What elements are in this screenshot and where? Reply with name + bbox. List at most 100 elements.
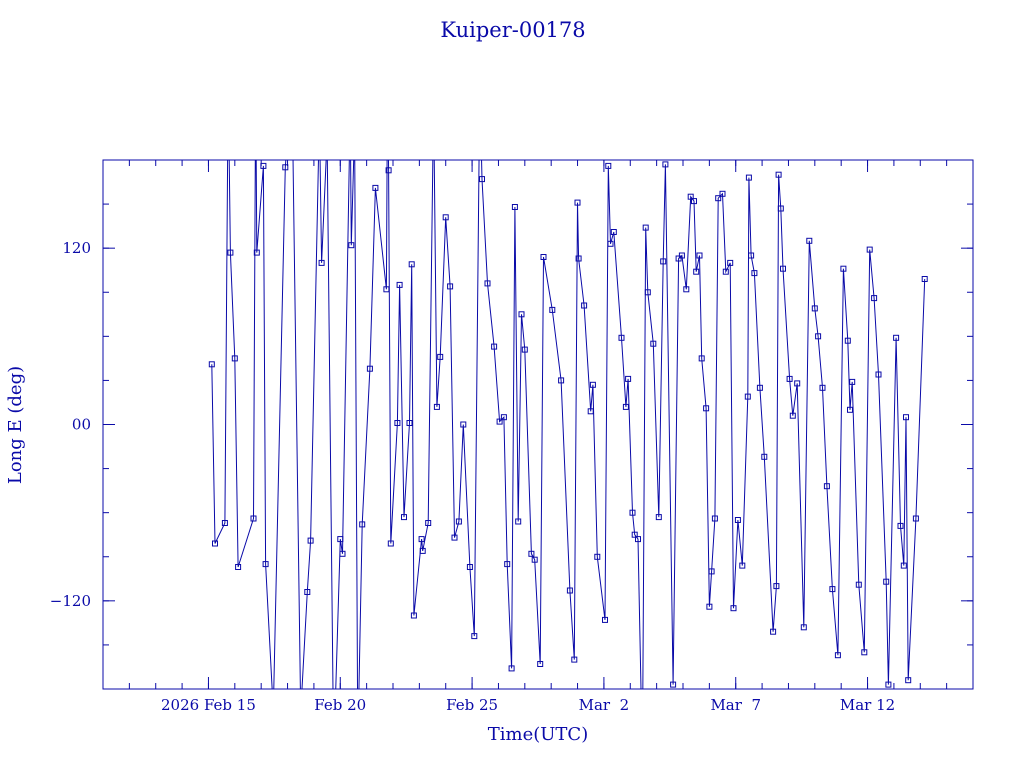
data-point xyxy=(549,306,556,313)
data-point xyxy=(325,136,330,141)
data-point xyxy=(786,375,793,382)
data-point xyxy=(253,77,258,82)
data-point xyxy=(698,355,705,362)
data-point xyxy=(678,252,685,259)
y-axis-label: Long E (deg) xyxy=(5,366,26,484)
data-point xyxy=(348,242,355,249)
data-point xyxy=(761,453,768,460)
data-point xyxy=(829,586,836,593)
data-point xyxy=(231,355,238,362)
data-point xyxy=(756,384,763,391)
y-tick-label: −120 xyxy=(50,592,91,610)
series-layer xyxy=(208,75,928,749)
data-point xyxy=(751,270,758,277)
data-point xyxy=(521,346,528,353)
data-point xyxy=(355,744,360,749)
data-point xyxy=(442,214,449,221)
x-tick-label: Feb 20 xyxy=(314,696,366,714)
data-point xyxy=(912,515,919,522)
data-point xyxy=(385,81,390,86)
data-point xyxy=(212,540,218,547)
data-point xyxy=(885,681,892,688)
data-point xyxy=(834,652,841,659)
data-point xyxy=(794,380,801,387)
data-point xyxy=(703,405,710,412)
data-point xyxy=(253,249,260,256)
data-point xyxy=(504,561,511,568)
data-point xyxy=(655,514,662,521)
data-point xyxy=(849,378,856,385)
data-point xyxy=(383,286,390,293)
data-point xyxy=(893,334,900,341)
data-point xyxy=(318,259,325,266)
data-point xyxy=(605,162,612,169)
data-point xyxy=(298,710,303,715)
data-point xyxy=(800,624,807,631)
data-point xyxy=(419,547,426,554)
data-point xyxy=(571,656,578,663)
data-point xyxy=(359,521,366,528)
data-point xyxy=(806,237,813,244)
data-point xyxy=(515,518,522,525)
plot-axes: 2026 Feb 15 Feb 20 Feb 25 Mar 2 Mar 7 Mar 12 1… xyxy=(50,159,974,714)
data-point xyxy=(250,515,257,522)
data-point xyxy=(437,353,444,360)
data-point xyxy=(394,420,401,426)
data-point xyxy=(282,164,289,171)
data-point xyxy=(466,564,473,570)
data-point xyxy=(773,583,780,590)
data-point xyxy=(500,414,507,421)
x-axis-label: Time(UTC) xyxy=(488,724,588,745)
data-point xyxy=(431,97,436,102)
data-point xyxy=(425,520,432,526)
plot-frame xyxy=(102,159,974,690)
data-point xyxy=(903,414,909,421)
data-point xyxy=(748,252,755,259)
data-point xyxy=(921,276,928,282)
data-point xyxy=(722,268,729,275)
data-point xyxy=(734,517,741,523)
chart-title: Kuiper-00178 xyxy=(440,18,585,42)
data-point xyxy=(823,483,830,490)
data-point xyxy=(589,381,596,388)
data-point xyxy=(866,246,873,253)
data-point xyxy=(780,265,786,272)
data-point xyxy=(670,681,677,688)
data-point xyxy=(622,403,629,410)
data-point xyxy=(744,393,751,400)
data-point xyxy=(575,255,582,262)
data-point xyxy=(451,534,458,541)
data-point xyxy=(260,162,267,169)
x-tick-label: Mar 7 xyxy=(710,696,761,714)
data-point xyxy=(683,286,690,293)
data-point xyxy=(871,295,878,302)
series-line xyxy=(211,160,926,689)
data-point xyxy=(625,375,632,382)
data-point xyxy=(289,75,294,80)
data-point xyxy=(840,265,847,272)
data-point xyxy=(479,176,485,183)
data-point xyxy=(594,553,601,560)
data-point xyxy=(518,311,525,318)
data-point xyxy=(635,536,641,543)
data-point xyxy=(631,531,638,538)
data-point xyxy=(366,365,373,372)
data-point xyxy=(650,340,657,347)
data-point xyxy=(406,420,413,426)
y-tick-label: 00 xyxy=(72,416,91,434)
data-point xyxy=(528,550,535,557)
data-point xyxy=(581,302,588,309)
data-point xyxy=(574,199,581,206)
data-point xyxy=(687,193,694,200)
data-point xyxy=(537,661,544,667)
data-point xyxy=(531,556,538,563)
data-point xyxy=(352,125,357,130)
data-point xyxy=(897,522,904,529)
data-point xyxy=(644,289,651,296)
x-tick-label: Feb 25 xyxy=(446,696,498,714)
data-point xyxy=(385,167,392,174)
x-tick-label: 2026 Feb 15 xyxy=(161,696,256,714)
data-point xyxy=(715,195,722,202)
data-point xyxy=(221,520,228,526)
